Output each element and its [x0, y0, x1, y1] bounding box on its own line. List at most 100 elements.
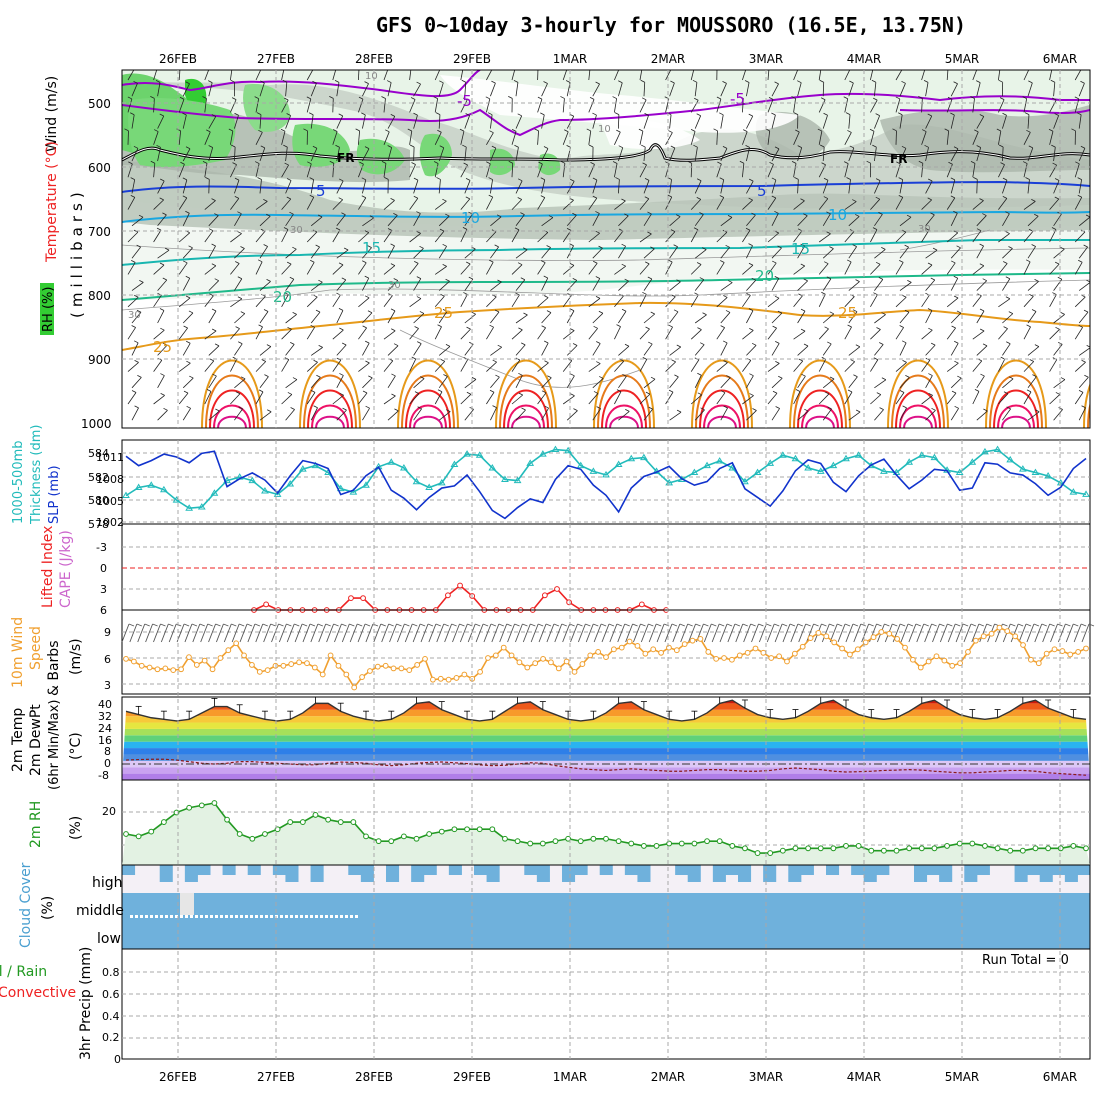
upper-barb	[925, 147, 929, 162]
diurnal-contour	[707, 415, 737, 428]
upper-barb	[255, 391, 264, 405]
upper-barb	[588, 130, 592, 145]
label-5b: 5	[757, 182, 767, 200]
upper-barb	[844, 326, 852, 340]
upper-barb	[1074, 327, 1083, 340]
date-label-bottom: 2MAR	[651, 1070, 686, 1084]
upper-barb	[767, 363, 780, 372]
upper-barb	[230, 263, 240, 275]
upper-barb	[1002, 213, 1010, 227]
wind-speed-point	[249, 662, 255, 668]
lifted-index-point	[360, 595, 366, 601]
upper-barb	[746, 375, 754, 388]
svg-text:700: 700	[88, 225, 111, 239]
cloud-high-col	[184, 865, 198, 882]
upper-barb	[848, 216, 860, 227]
upper-barb	[157, 214, 167, 227]
thickness-point	[589, 467, 598, 474]
wind-barb	[121, 623, 130, 643]
upper-barb	[746, 180, 754, 194]
upper-barb	[844, 163, 849, 178]
legend-millibars: (millibars)	[68, 187, 86, 318]
upper-barb	[413, 313, 425, 324]
diurnal-contour	[997, 404, 1035, 428]
upper-barb	[332, 163, 335, 178]
isotherm-20	[122, 272, 1090, 301]
label-rh30-d: 30	[918, 224, 931, 235]
upper-barb	[434, 295, 445, 308]
upper-barb	[230, 328, 240, 340]
rh2m-point	[565, 835, 572, 842]
rh2m-point	[211, 800, 218, 806]
wind-legend: 10m Wind Speed & Barbs (m/s)	[10, 617, 84, 696]
upper-barb	[950, 343, 959, 356]
wind-barb	[853, 623, 862, 643]
wind-barb	[688, 623, 696, 643]
upper-barb	[720, 179, 725, 194]
upper-barb	[208, 280, 219, 291]
upper-barb	[383, 395, 396, 405]
upper-barb	[259, 246, 268, 259]
upper-barb	[669, 179, 672, 194]
upper-barb	[511, 359, 521, 372]
upper-barb	[127, 163, 133, 178]
upper-barb	[204, 330, 217, 340]
upper-barb	[771, 408, 780, 421]
wind-speed-point	[492, 652, 499, 659]
wind-speed-point	[886, 630, 893, 637]
thickness-point	[627, 454, 636, 462]
wind-speed-point	[760, 649, 767, 656]
wind-y-axis: 9 6 3	[104, 626, 111, 692]
upper-barb	[131, 148, 139, 162]
thickness-point	[968, 458, 977, 465]
upper-barb	[614, 295, 624, 308]
cloud-high-col	[637, 865, 651, 882]
upper-barb	[511, 294, 520, 308]
cloud-high-col	[122, 865, 136, 875]
label-20a: 20	[273, 288, 292, 306]
svg-text:3: 3	[104, 679, 111, 692]
upper-barb	[358, 130, 361, 145]
upper-barb	[669, 346, 682, 356]
upper-barb	[157, 249, 170, 259]
upper-barb	[310, 114, 314, 129]
upper-barb	[669, 376, 679, 389]
upper-barb	[131, 377, 142, 389]
upper-barb	[434, 391, 443, 405]
upper-barb	[562, 70, 568, 81]
upper-barb	[742, 330, 754, 340]
cloud-high-col	[876, 865, 890, 875]
upper-barb	[490, 246, 499, 259]
upper-barb	[822, 248, 834, 259]
wind10m-panel	[121, 609, 1095, 695]
cloud-high-col	[524, 865, 538, 875]
diurnal-contour	[511, 415, 541, 428]
upper-barb	[771, 179, 777, 194]
upper-barb	[387, 245, 395, 259]
diurnal-contour	[899, 404, 937, 428]
upper-barb	[592, 408, 601, 421]
wind-barb	[412, 623, 421, 643]
upper-barb	[541, 247, 551, 259]
lifted-index-panel	[121, 523, 1091, 613]
upper-barb	[255, 261, 263, 275]
diurnal-contour	[311, 404, 349, 428]
rh2m-point	[514, 838, 521, 845]
upper-barb	[592, 114, 597, 129]
upper-barb	[285, 314, 297, 324]
upper-barb	[614, 326, 621, 340]
upper-barb	[588, 328, 598, 340]
upper-barb	[874, 214, 883, 227]
upper-barb	[259, 82, 265, 97]
upper-barb	[690, 264, 702, 275]
upper-barb	[716, 98, 722, 113]
upper-barb	[925, 115, 933, 129]
diurnal-contour	[213, 404, 251, 428]
thickness-point	[715, 457, 724, 464]
upper-barb	[946, 327, 956, 340]
upper-barb	[870, 70, 874, 81]
upper-barb	[1002, 313, 1014, 324]
upper-barb	[259, 179, 262, 194]
upper-barb	[230, 298, 243, 308]
rh2m-point	[767, 850, 774, 856]
